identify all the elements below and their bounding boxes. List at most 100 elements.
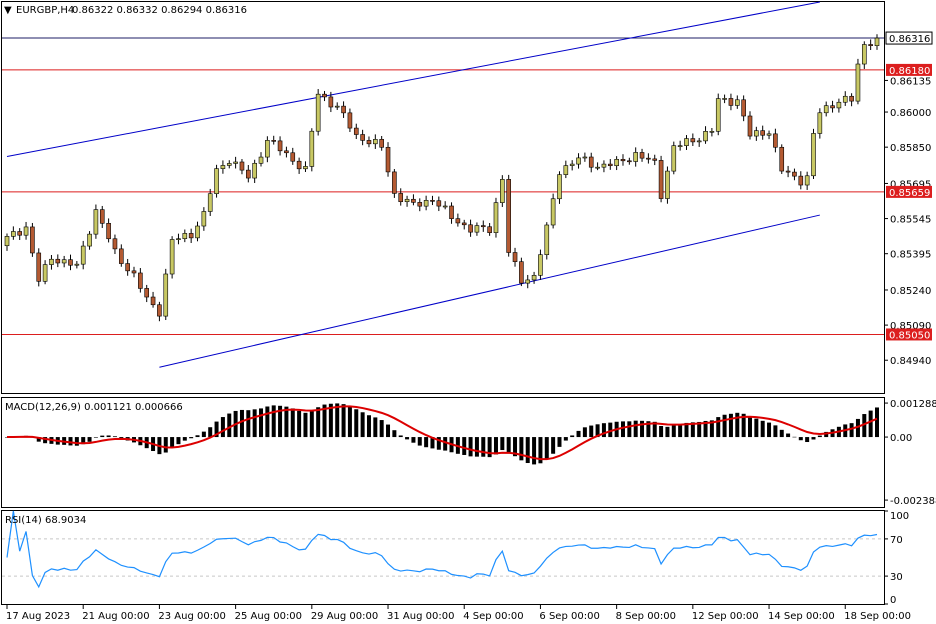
x-tick-label: 6 Sep 00:00 [539,611,599,622]
candle-body [442,205,448,208]
x-tick-label: 4 Sep 00:00 [463,611,523,622]
macd-bar [335,403,340,438]
x-tick-label: 31 Aug 00:00 [387,611,454,622]
macd-bar [411,437,416,443]
macd-bar [5,437,9,438]
candle-body [874,37,880,46]
candle-body [246,169,251,179]
candle-body [601,163,607,168]
macd-bar [849,423,854,438]
candle-body [487,226,492,233]
x-tick-label: 14 Sep 00:00 [768,611,835,622]
candle-body [36,252,42,282]
candle-body [157,304,162,317]
candle-body [652,158,658,161]
candle-body [817,112,823,134]
candle-body [239,161,245,171]
macd-bar [220,417,225,438]
candle-body [341,105,346,114]
level-label: 0.86180 [889,66,930,77]
macd-bar [201,431,206,438]
candle-body [639,152,645,159]
level-label-box [886,185,932,198]
candle-body [557,174,562,200]
macd-tick-label: -0.002388 [890,496,936,507]
candle-body [23,226,29,236]
candle-body [150,296,156,306]
macd-bar [493,437,498,455]
candle-body [347,112,353,129]
macd-bar [87,437,92,442]
candle-body [646,157,651,160]
macd-bar [195,435,200,438]
candle-body [811,133,816,177]
x-tick-label: 12 Sep 00:00 [692,611,759,622]
price-tick-label: 0.85850 [890,143,931,154]
macd-bar [386,424,391,438]
candle-body [842,95,848,103]
macd-bar [392,430,397,438]
macd-bar [760,420,765,438]
macd-bar [646,421,651,438]
candle-body [49,258,54,265]
macd-bar [792,436,797,438]
macd-bar [227,413,232,438]
macd-bar [163,437,168,453]
rsi-line [6,510,878,589]
macd-bar [252,409,257,438]
x-tick-label: 29 Aug 00:00 [311,611,378,622]
macd-bar [481,437,486,457]
candle-body [303,166,308,170]
macd-bar [189,437,194,439]
macd-bar [239,409,244,438]
candle-body [519,261,524,284]
candle-body [11,231,16,237]
symbol-timeframe: EURGBP,H4 [16,5,74,16]
candle-body [138,272,143,289]
candle-body [715,98,721,132]
macd-bar [671,425,676,438]
candle-body [265,140,270,158]
candle-body [379,139,384,148]
x-tick-label: 17 Aug 2023 [6,611,70,622]
macd-bar [532,437,537,465]
collapse-triangle-icon[interactable]: ▼ [4,5,12,16]
candle-body [423,200,429,207]
candle-body [201,211,207,227]
candle-body [868,44,873,46]
x-tick-label: 23 Aug 00:00 [158,611,225,622]
candle-body [220,165,226,169]
candle-body [163,273,169,317]
axis-layer: 0.86135 0.86000 0.85850 0.85695 0.85545 0.853… [6,31,936,622]
macd-bar [659,425,664,438]
macd-bar [728,413,733,438]
candle-body [677,145,683,147]
ohlc-readout: 0.86322 0.86332 0.86294 0.86316 [72,5,247,16]
macd-bar [322,404,327,438]
macd-bar [735,412,740,438]
macd-bar [608,422,613,438]
candle-body [322,93,327,98]
macd-bar [519,437,524,461]
macd-bar [100,435,105,438]
macd-bar [474,437,479,457]
macd-bar [620,421,625,438]
rsi-title: RSI(14) 68.9034 [5,515,86,526]
macd-bar [741,413,746,438]
candle-body [182,233,188,239]
rsi-tick-label: 100 [890,511,909,522]
candle-body [277,140,283,152]
candle-body [588,156,594,168]
macd-bar [506,437,511,454]
macd-bar [627,421,632,438]
candle-body [461,222,467,226]
macd-bar [112,436,117,438]
candle-body [563,165,569,175]
candle-body [773,133,778,148]
macd-bar [417,437,422,446]
macd-bar [684,422,689,438]
candle-body [61,259,67,264]
candle-body [798,175,804,186]
macd-bar [214,421,219,438]
